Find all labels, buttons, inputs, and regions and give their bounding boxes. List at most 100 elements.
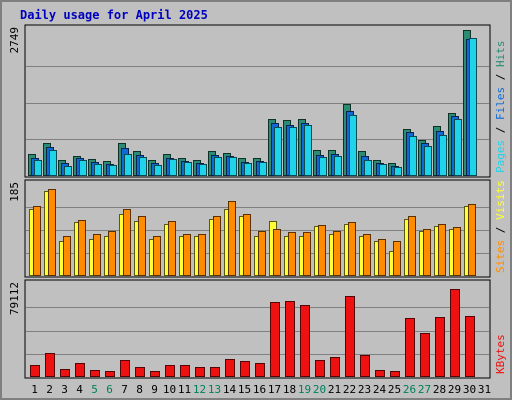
x-tick-label-day-11: 11 [178, 383, 191, 396]
x-tick-label-day-25: 25 [388, 383, 401, 396]
panel-top-legend: Pages / Files / Hits [494, 41, 507, 174]
bar-sites-day-4 [78, 220, 86, 276]
bar-pages-day-12 [199, 164, 207, 176]
bar-pages-day-10 [169, 159, 177, 176]
bar-kbytes-day-28 [435, 317, 445, 377]
bar-sites-day-28 [438, 224, 446, 276]
bar-sites-day-13 [213, 216, 221, 276]
bar-sites-day-7 [123, 209, 131, 276]
bar-sites-day-8 [138, 216, 146, 276]
bar-sites-day-3 [63, 236, 71, 276]
bar-pages-day-22 [349, 115, 357, 176]
bar-kbytes-day-5 [90, 370, 100, 377]
x-tick-label-day-7: 7 [121, 383, 128, 396]
x-tick-label-day-22: 22 [343, 383, 356, 396]
bar-pages-day-28 [439, 135, 447, 176]
x-tick-label-day-3: 3 [61, 383, 68, 396]
x-tick-label-day-18: 18 [283, 383, 296, 396]
bar-kbytes-day-4 [75, 363, 85, 377]
bar-kbytes-day-14 [225, 359, 235, 377]
bar-kbytes-day-20 [315, 360, 325, 377]
x-tick-label-day-16: 16 [253, 383, 266, 396]
bar-pages-day-19 [304, 125, 312, 176]
bar-kbytes-day-15 [240, 361, 250, 377]
bar-sites-day-11 [183, 234, 191, 276]
bar-kbytes-day-21 [330, 357, 340, 377]
bar-pages-day-17 [274, 127, 282, 176]
bar-pages-day-13 [214, 157, 222, 176]
bar-kbytes-day-30 [465, 316, 475, 377]
panel-bottom-max-label: 79112 [8, 282, 21, 315]
bar-pages-day-6 [109, 165, 117, 176]
bar-sites-day-16 [258, 231, 266, 276]
bar-pages-day-29 [454, 119, 462, 176]
x-tick-label-day-12: 12 [193, 383, 206, 396]
bar-kbytes-day-24 [375, 370, 385, 377]
bar-sites-day-2 [48, 189, 56, 276]
bar-pages-day-1 [34, 160, 42, 176]
bar-sites-day-30 [468, 204, 476, 276]
legend-pages: Pages [494, 140, 507, 173]
bar-kbytes-day-26 [405, 318, 415, 377]
bar-kbytes-day-27 [420, 333, 430, 377]
bar-sites-day-6 [108, 231, 116, 276]
bar-kbytes-day-12 [195, 367, 205, 377]
bar-sites-day-26 [408, 216, 416, 276]
x-tick-label-day-26: 26 [403, 383, 416, 396]
bar-pages-day-20 [319, 157, 327, 176]
panel-bottom: 79112 KBytes [8, 279, 507, 379]
x-tick-label-day-1: 1 [31, 383, 38, 396]
panel-bottom-legend: KBytes [494, 334, 507, 374]
legend-files: Files [494, 87, 507, 120]
x-tick-label-day-24: 24 [373, 383, 387, 396]
bar-kbytes-day-7 [120, 360, 130, 377]
legend-separator: / [494, 220, 507, 240]
bar-pages-day-7 [124, 154, 132, 176]
x-tick-label-day-2: 2 [46, 383, 53, 396]
bar-sites-day-10 [168, 221, 176, 276]
panel-top: 2749 Pages / Files / Hits [8, 24, 507, 178]
bar-kbytes-day-1 [30, 365, 40, 377]
bar-sites-day-12 [198, 234, 206, 276]
x-tick-label-day-21: 21 [328, 383, 341, 396]
bar-sites-day-22 [348, 222, 356, 276]
bar-kbytes-day-13 [210, 367, 220, 377]
bar-kbytes-day-25 [390, 371, 400, 377]
bar-pages-day-16 [259, 162, 267, 176]
x-tick-label-day-30: 30 [463, 383, 476, 396]
bar-sites-day-24 [378, 239, 386, 276]
x-tick-label-day-13: 13 [208, 383, 221, 396]
x-tick-label-day-20: 20 [313, 383, 326, 396]
bar-sites-day-19 [303, 232, 311, 276]
x-tick-label-day-4: 4 [76, 383, 83, 396]
bar-kbytes-day-8 [135, 367, 145, 377]
bar-sites-day-21 [333, 231, 341, 276]
bar-pages-day-26 [409, 136, 417, 176]
bar-pages-day-8 [139, 157, 147, 176]
bar-sites-day-15 [243, 214, 251, 276]
panel-middle-legend: Sites / Visits [494, 180, 507, 273]
x-tick-label-day-19: 19 [298, 383, 311, 396]
x-tick-label-day-9: 9 [151, 383, 158, 396]
bar-pages-day-11 [184, 162, 192, 176]
x-tick-label-day-29: 29 [448, 383, 461, 396]
bar-sites-day-14 [228, 201, 236, 276]
x-tick-label-day-5: 5 [91, 383, 98, 396]
legend-kbytes: KBytes [494, 334, 507, 374]
bar-sites-day-5 [93, 234, 101, 276]
legend-sites: Sites [494, 240, 507, 273]
x-axis-tick-labels: 1 2 3 4 5 6 7 8 9 10 11 12 13 14 15 16 17 18 19 20 21 22 23 24 2… [31, 383, 491, 396]
bar-kbytes-day-23 [360, 355, 370, 377]
bar-sites-day-18 [288, 232, 296, 276]
bar-kbytes-day-6 [105, 371, 115, 377]
bar-kbytes-day-19 [300, 305, 310, 377]
x-tick-label-day-15: 15 [238, 383, 251, 396]
bar-pages-day-9 [154, 165, 162, 176]
bar-pages-day-4 [79, 160, 87, 176]
bar-sites-day-23 [363, 234, 371, 276]
x-tick-label-day-27: 27 [418, 383, 431, 396]
bar-pages-day-24 [379, 164, 387, 176]
x-tick-label-day-31: 31 [478, 383, 491, 396]
x-tick-label-day-17: 17 [268, 383, 281, 396]
